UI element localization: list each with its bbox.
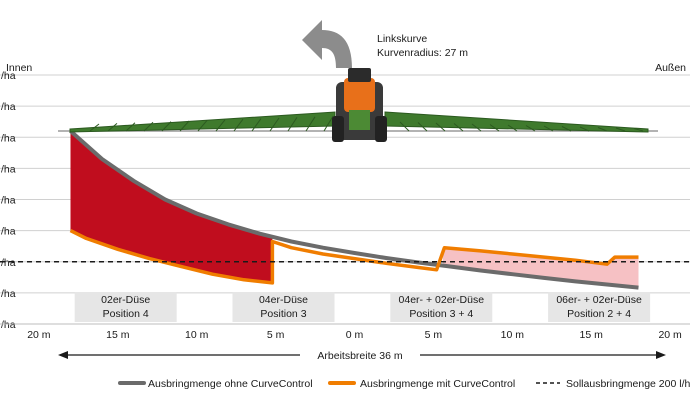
legend-label: Ausbringmenge ohne CurveControl bbox=[148, 378, 313, 390]
boom-truss bbox=[561, 126, 572, 132]
boom-truss bbox=[143, 121, 154, 132]
y-tick-label: /ha bbox=[1, 257, 16, 269]
y-tick-label: /ha bbox=[1, 195, 16, 207]
x-tick-label: 20 m bbox=[27, 329, 51, 341]
boom-truss bbox=[161, 121, 172, 132]
nozzle-box bbox=[232, 292, 335, 322]
boom-truss bbox=[633, 128, 644, 132]
y-tick-label: /ha bbox=[1, 70, 16, 82]
outer-side-label: Außen bbox=[655, 62, 686, 74]
nozzle-box-position: Position 2 + 4 bbox=[567, 308, 631, 320]
width-arrow-right-icon bbox=[656, 351, 666, 359]
nozzle-box bbox=[390, 292, 493, 322]
boom-truss bbox=[323, 115, 334, 132]
x-tick-label: 5 m bbox=[425, 329, 443, 341]
y-tick-label: /ha bbox=[1, 226, 16, 238]
nozzle-box-title: 02er-Düse bbox=[101, 294, 150, 306]
boom-truss bbox=[89, 123, 100, 132]
tractor-cab bbox=[348, 68, 371, 82]
boom-truss bbox=[269, 117, 280, 132]
nozzle-box-title: 06er- + 02er-Düse bbox=[556, 294, 642, 306]
boom-truss bbox=[305, 116, 316, 132]
boom-truss bbox=[489, 124, 500, 132]
nozzle-box-title: 04er- + 02er-Düse bbox=[399, 294, 485, 306]
legend: Ausbringmenge ohne CurveControl Ausbringm… bbox=[118, 378, 690, 390]
nozzle-box bbox=[548, 292, 651, 322]
x-axis-title: Arbeitsbreite 36 m bbox=[317, 350, 402, 362]
boom-truss bbox=[215, 119, 226, 132]
tractor-wheel-left bbox=[332, 116, 344, 142]
underdose-area bbox=[442, 247, 639, 288]
y-tick-label: /ha bbox=[1, 163, 16, 175]
dose-difference-fills bbox=[70, 131, 639, 288]
nozzle-box-position: Position 3 bbox=[260, 308, 306, 320]
nozzle-box-position: Position 4 bbox=[103, 308, 149, 320]
nozzle-box bbox=[74, 292, 177, 322]
boom-truss bbox=[579, 126, 590, 132]
boom-truss bbox=[417, 122, 428, 132]
boom-truss bbox=[107, 123, 118, 132]
boom-truss bbox=[597, 127, 608, 132]
series-line-with-curvecontrol bbox=[69, 229, 639, 285]
boom-truss bbox=[471, 123, 482, 132]
turn-direction-label: Linkskurve bbox=[377, 33, 427, 45]
boom-truss bbox=[233, 118, 244, 132]
boom-truss bbox=[399, 121, 410, 132]
y-tick-labels: /ha/ha/ha/ha/ha/ha/ha/ha/ha bbox=[1, 70, 16, 331]
tractor-wheel-right bbox=[375, 116, 387, 142]
working-width-indicator: Arbeitsbreite 36 m bbox=[58, 350, 666, 362]
legend-label: Ausbringmenge mit CurveControl bbox=[360, 378, 515, 390]
turn-radius-label: Kurvenradius: 27 m bbox=[377, 47, 468, 59]
nozzle-box-position: Position 3 + 4 bbox=[409, 308, 473, 320]
boom-truss bbox=[453, 123, 464, 132]
y-tick-label: /ha bbox=[1, 288, 16, 300]
y-tick-label: /ha bbox=[1, 132, 16, 144]
boom-truss bbox=[125, 122, 136, 132]
series-lines bbox=[0, 129, 690, 290]
y-tick-label: /ha bbox=[1, 319, 16, 331]
y-tick-label: /ha bbox=[1, 101, 16, 113]
boom-truss bbox=[197, 120, 208, 132]
x-tick-label: 10 m bbox=[185, 329, 209, 341]
x-tick-label: 15 m bbox=[580, 329, 604, 341]
turn-arrow-shape bbox=[302, 20, 352, 68]
turn-arrow-icon bbox=[302, 20, 352, 68]
overdose-area bbox=[70, 131, 273, 283]
nozzle-box-title: 04er-Düse bbox=[259, 294, 308, 306]
sprayer-illustration bbox=[58, 68, 658, 142]
tractor-hood bbox=[349, 110, 370, 130]
width-arrow-left-icon bbox=[58, 351, 68, 359]
boom-truss bbox=[525, 125, 536, 132]
boom-truss bbox=[615, 127, 626, 132]
boom-truss bbox=[543, 125, 554, 132]
x-axis: 20 m 15 m 10 m 5 m 0 m 5 m 10 m 15 m 20 m bbox=[0, 323, 690, 341]
boom-truss bbox=[179, 120, 190, 132]
boom-truss bbox=[435, 122, 446, 132]
series-line-without-curvecontrol bbox=[69, 129, 639, 290]
boom-truss bbox=[287, 117, 298, 132]
x-tick-label: 5 m bbox=[267, 329, 285, 341]
x-tick-label: 20 m bbox=[658, 329, 682, 341]
x-tick-label: 15 m bbox=[106, 329, 130, 341]
inner-side-label: Innen bbox=[6, 62, 32, 74]
legend-label: Sollausbringmenge 200 l/ha bbox=[566, 378, 690, 390]
nozzle-boxes: 02er-Düse Position 4 04er-Düse Position 3 04… bbox=[74, 292, 651, 322]
boom-truss bbox=[251, 118, 262, 132]
x-tick-label: 10 m bbox=[501, 329, 525, 341]
x-tick-label: 0 m bbox=[346, 329, 364, 341]
sprayer-tank bbox=[344, 78, 375, 112]
boom-truss bbox=[507, 124, 518, 132]
